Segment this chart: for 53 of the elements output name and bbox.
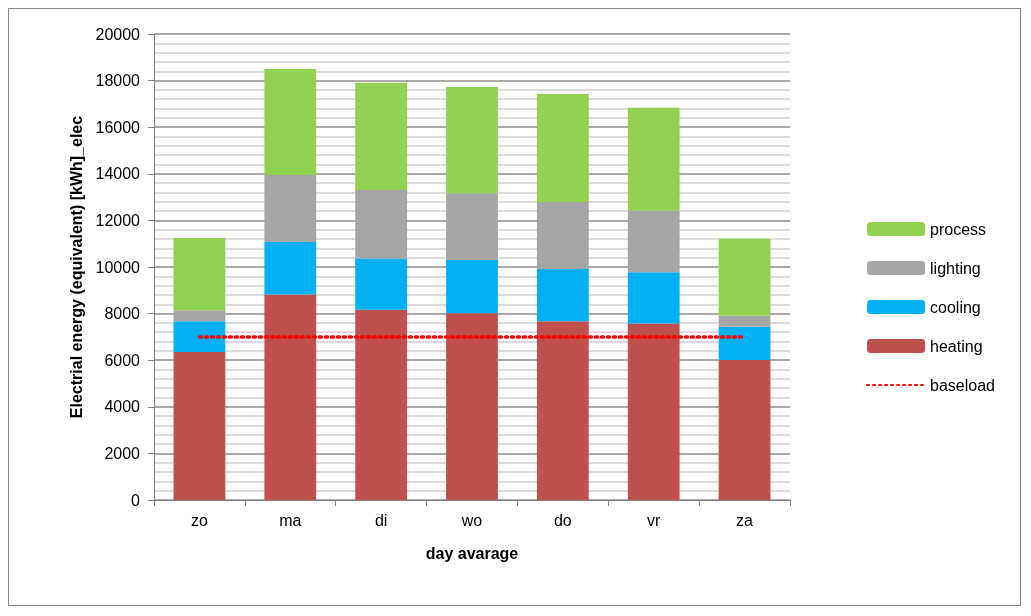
- legend-label: lighting: [930, 259, 981, 277]
- bar: [355, 258, 408, 310]
- y-tick-label: 16000: [95, 118, 141, 136]
- x-axis-title: day avarage: [425, 544, 519, 562]
- bar: [627, 107, 680, 211]
- bar: [355, 82, 408, 190]
- bar: [718, 315, 771, 327]
- bar: [718, 359, 771, 500]
- y-tick-label: 20000: [95, 25, 141, 43]
- bar: [264, 174, 317, 243]
- y-tick-label: 12000: [95, 211, 141, 229]
- bar: [173, 321, 226, 353]
- x-tick-label: do: [553, 511, 572, 529]
- bar: [173, 238, 226, 311]
- legend-label: heating: [930, 337, 983, 355]
- y-tick-label: 2000: [104, 444, 141, 462]
- bar: [264, 68, 317, 175]
- bar: [536, 201, 589, 270]
- bar: [627, 272, 680, 324]
- bar: [264, 294, 317, 500]
- bar: [446, 313, 498, 500]
- x-tick-label: vr: [647, 511, 662, 529]
- x-tick-label: zo: [190, 511, 208, 529]
- y-axis-title: Electrial energy (equivalent) [kWh]_elec: [68, 115, 86, 419]
- bar: [446, 260, 498, 314]
- bar: [627, 323, 680, 500]
- bar: [536, 93, 589, 202]
- legend-label: process: [930, 220, 987, 238]
- bar: [718, 238, 771, 316]
- y-tick-label: 18000: [95, 72, 141, 90]
- bar: [173, 352, 226, 500]
- y-tick-label: 10000: [95, 258, 141, 276]
- x-tick-label: wo: [460, 511, 483, 529]
- x-tick-label: za: [736, 511, 754, 529]
- y-tick-label: 4000: [104, 398, 141, 416]
- bar: [627, 210, 680, 273]
- bar: [718, 326, 771, 360]
- x-tick-label: di: [374, 511, 388, 529]
- bar: [536, 321, 589, 500]
- y-tick-label: 14000: [95, 165, 141, 183]
- bar: [355, 189, 408, 259]
- bar: [355, 309, 408, 500]
- y-tick-label: 6000: [104, 351, 141, 369]
- bar: [446, 193, 498, 261]
- bar: [536, 269, 589, 322]
- bar: [446, 87, 498, 194]
- legend-label: baseload: [930, 376, 996, 394]
- y-tick-label: 0: [131, 491, 141, 509]
- y-tick-label: 8000: [104, 305, 141, 323]
- bar: [264, 242, 317, 295]
- legend-label: cooling: [930, 298, 981, 316]
- x-tick-label: ma: [279, 511, 302, 529]
- bar: [173, 310, 226, 322]
